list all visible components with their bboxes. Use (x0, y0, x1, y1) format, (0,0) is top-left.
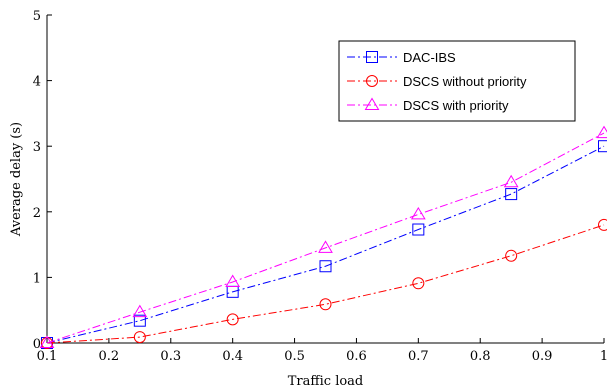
x-tick-label: 0.1 (37, 349, 58, 364)
y-tick-label: 5 (33, 9, 41, 24)
legend-label: DSCS without priority (403, 74, 527, 89)
data-point (133, 331, 146, 344)
data-point (503, 174, 519, 188)
data-point (319, 260, 332, 273)
y-tick-label: 4 (33, 75, 41, 90)
data-point (132, 304, 148, 318)
legend-marker (366, 51, 378, 63)
data-point (598, 140, 607, 153)
data-point (226, 313, 239, 326)
y-axis-label: Average delay (s) (9, 122, 24, 237)
series-line (46, 132, 605, 344)
x-tick-label: 0.3 (160, 349, 181, 364)
data-point (410, 206, 426, 220)
y-tick-label: 3 (33, 140, 41, 155)
data-point (596, 125, 607, 139)
x-tick-label: 0.4 (222, 349, 243, 364)
data-point (41, 337, 53, 349)
y-tick-label: 0 (33, 337, 41, 352)
data-point (39, 335, 55, 348)
x-tick-label: 0.7 (408, 349, 429, 364)
x-tick-label: 0.8 (470, 349, 491, 364)
data-point (225, 274, 241, 287)
series-layer (39, 125, 607, 349)
x-tick-label: 0.2 (99, 349, 120, 364)
data-point (319, 298, 332, 311)
data-point (318, 240, 333, 253)
legend-marker (366, 75, 378, 87)
data-point (133, 314, 146, 327)
legend-marker (364, 97, 380, 110)
x-tick-label: 1 (600, 349, 607, 364)
series-3 (39, 125, 607, 348)
series-2 (41, 218, 607, 349)
data-point (505, 188, 518, 201)
y-tick-label: 2 (33, 206, 41, 221)
legend-label: DSCS with priority (403, 98, 509, 113)
x-tick-label: 0.6 (346, 349, 367, 364)
legend: DAC-IBS DSCS without priority DSCS with pr… (338, 40, 576, 122)
x-tick-label: 0.9 (532, 349, 553, 364)
x-axis-label: Traffic load (288, 374, 364, 389)
series-line (46, 224, 605, 344)
data-point (412, 277, 425, 290)
data-point (505, 249, 518, 262)
data-point (412, 223, 425, 236)
series-1 (41, 140, 607, 349)
y-tick-label: 1 (33, 271, 41, 286)
series-line (46, 145, 605, 344)
x-tick-label: 0.5 (284, 349, 305, 364)
data-point (598, 218, 607, 231)
legend-box (338, 40, 576, 122)
legend-label: DAC-IBS (403, 50, 456, 65)
